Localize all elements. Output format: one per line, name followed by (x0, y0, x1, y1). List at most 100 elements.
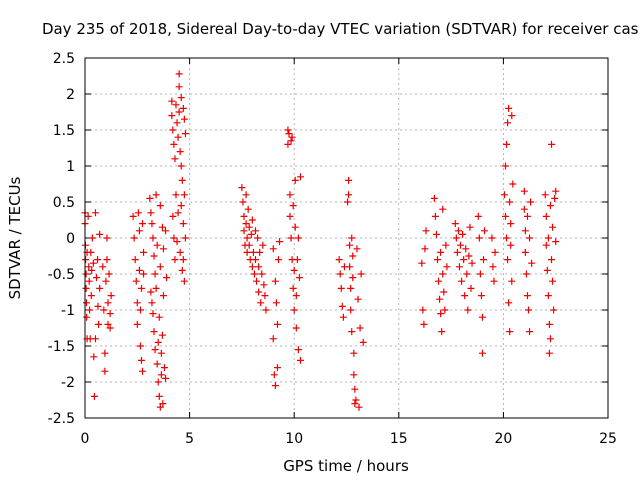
data-point (359, 338, 367, 346)
data-point (175, 70, 183, 78)
data-point (354, 295, 362, 303)
data-point (352, 396, 360, 404)
data-point (507, 241, 515, 249)
data-point (337, 284, 345, 292)
data-point (544, 292, 552, 300)
x-tick-label: 0 (81, 431, 90, 447)
data-point (152, 284, 160, 292)
data-point (481, 227, 489, 235)
data-point (505, 299, 513, 307)
data-point (466, 223, 474, 231)
data-point (178, 176, 186, 184)
data-point (542, 241, 550, 249)
data-point (87, 248, 95, 256)
data-point (104, 299, 112, 307)
data-point (171, 155, 179, 163)
y-tick-label: 1 (66, 159, 75, 175)
data-point (162, 227, 170, 235)
data-point (346, 241, 354, 249)
data-point (260, 281, 268, 289)
data-point (440, 288, 448, 296)
data-point (181, 234, 189, 242)
data-point (286, 191, 294, 199)
y-tick-label: 2.5 (53, 51, 75, 67)
data-point (508, 277, 516, 285)
x-tick-label: 15 (390, 431, 408, 447)
data-point (259, 241, 267, 249)
plot-frame (84, 57, 609, 419)
data-point (177, 94, 185, 102)
data-point (245, 223, 253, 231)
data-point (345, 191, 353, 199)
x-tick-label: 20 (494, 431, 512, 447)
x-tick-label: 10 (285, 431, 303, 447)
data-point (151, 346, 159, 354)
data-point (137, 356, 145, 364)
data-point (177, 202, 185, 210)
data-point (489, 263, 497, 271)
data-point (168, 112, 176, 120)
data-point (93, 274, 101, 282)
data-point (452, 234, 460, 242)
data-point (103, 234, 111, 242)
data-point (296, 173, 304, 181)
data-point (501, 162, 509, 170)
data-point (84, 212, 92, 220)
data-point (545, 349, 553, 357)
data-point (346, 263, 354, 271)
data-point (135, 227, 143, 235)
data-point (503, 234, 511, 242)
data-point (541, 191, 549, 199)
data-point (420, 320, 428, 328)
data-point (96, 284, 104, 292)
data-point (353, 245, 361, 253)
data-point (290, 266, 298, 274)
data-point (350, 349, 358, 357)
data-point (550, 306, 558, 314)
data-point (295, 274, 303, 282)
data-point (292, 324, 300, 332)
data-point (548, 256, 556, 264)
data-point (548, 140, 556, 148)
data-point (464, 306, 472, 314)
data-point (474, 212, 482, 220)
data-point (248, 263, 256, 271)
data-point (507, 220, 515, 228)
data-point (289, 284, 297, 292)
data-point (107, 292, 115, 300)
data-point (106, 310, 114, 318)
data-point (451, 220, 459, 228)
data-point (476, 270, 484, 278)
data-point (136, 306, 144, 314)
data-point (292, 292, 300, 300)
data-point (159, 400, 167, 408)
data-point (176, 248, 184, 256)
y-axis-label: SDTVAR / TECUs (6, 176, 24, 299)
data-point (549, 223, 557, 231)
data-point (104, 320, 112, 328)
data-point (154, 378, 162, 386)
data-point (137, 284, 145, 292)
data-point (457, 241, 465, 249)
data-point (345, 176, 353, 184)
data-point (284, 126, 292, 134)
data-point (442, 241, 450, 249)
data-point (418, 259, 426, 267)
data-point (242, 191, 250, 199)
data-point (171, 256, 179, 264)
data-point (172, 191, 180, 199)
data-point (542, 212, 550, 220)
data-point (271, 382, 279, 390)
data-point (436, 295, 444, 303)
chart-title: Day 235 of 2018, Sidereal Day-to-day VTE… (42, 20, 640, 38)
data-point (91, 335, 99, 343)
data-point (290, 306, 298, 314)
data-point (85, 263, 93, 271)
data-point (463, 270, 471, 278)
data-point (82, 299, 90, 307)
data-point (82, 256, 90, 264)
data-point (146, 194, 154, 202)
data-point (151, 270, 159, 278)
data-point (179, 256, 187, 264)
data-point (158, 223, 166, 231)
